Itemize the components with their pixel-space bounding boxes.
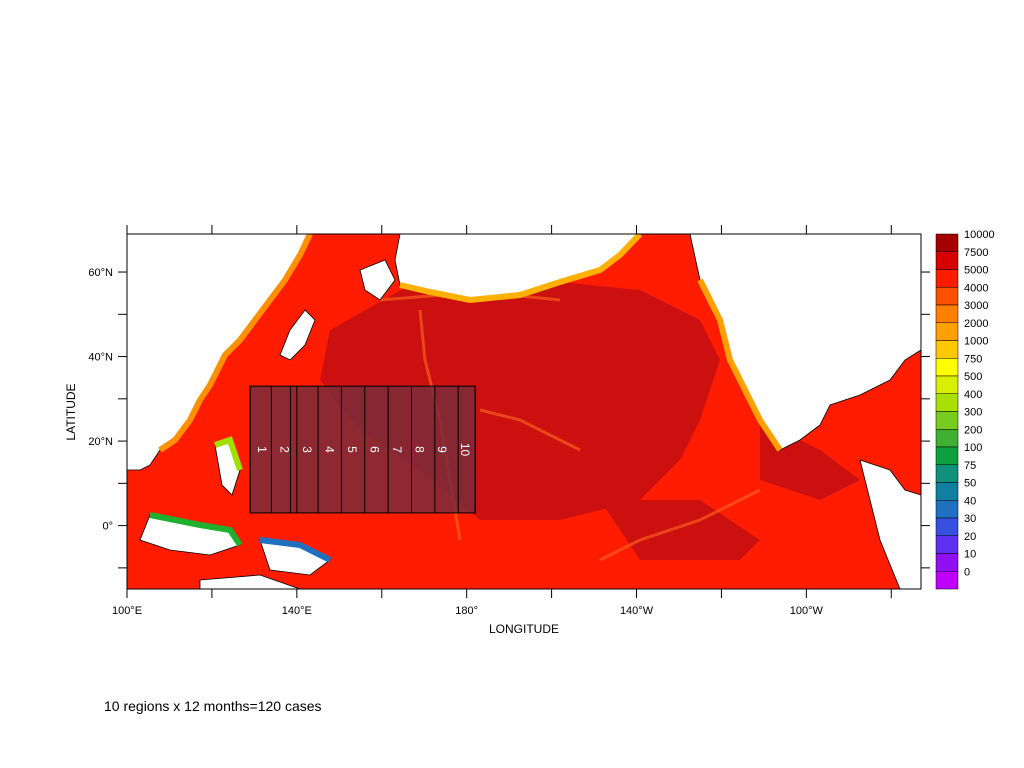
figure-caption: 10 regions x 12 months=120 cases: [104, 698, 322, 714]
legend-label: 40: [964, 495, 976, 507]
legend-label: 300: [964, 407, 982, 419]
x-tick-label: 180°: [455, 605, 478, 617]
y-tick-label: 40°N: [88, 352, 113, 364]
legend-label: 200: [964, 424, 982, 436]
x-tick-label: 140°E: [282, 605, 312, 617]
legend-swatch: [935, 553, 959, 572]
legend-swatch: [935, 429, 959, 448]
legend-label: 30: [964, 513, 976, 525]
legend-swatch: [935, 411, 959, 430]
legend-swatch: [935, 517, 959, 536]
region-box-outline: [249, 385, 476, 514]
y-axis-title: LATITUDE: [64, 383, 78, 440]
legend-swatch: [935, 322, 959, 341]
legend-label: 10000: [964, 229, 995, 241]
legend-label: 100: [964, 442, 982, 454]
legend-swatch: [935, 393, 959, 412]
legend-label: 2000: [964, 318, 988, 330]
region-label: 5: [345, 446, 359, 453]
map-plot-area: 1 2 3 4 5 6 7 8 9 10: [127, 234, 921, 589]
x-tick-label: 100°W: [790, 605, 824, 617]
region-label: 1: [255, 446, 269, 453]
central-america-land: [859, 459, 921, 589]
legend-swatch: [935, 287, 959, 306]
x-axis-title: LONGITUDE: [489, 622, 559, 636]
legend-swatch: [935, 358, 959, 377]
legend-swatch: [935, 464, 959, 483]
region-label: 2: [278, 446, 292, 453]
region-label: 9: [435, 446, 449, 453]
plot-frame: [126, 233, 922, 590]
legend-swatch: [935, 375, 959, 394]
region-box-fill: [250, 386, 476, 513]
legend-swatch: [935, 535, 959, 554]
y-tick-label: 60°N: [88, 267, 113, 279]
kamchatka-land: [359, 259, 396, 301]
x-axis-ticks: 100°E 140°E 180° 140°W 100°W: [112, 225, 892, 617]
legend-swatch: [935, 446, 959, 465]
legend-swatch: [935, 233, 959, 252]
japan-land: [279, 309, 316, 361]
region-label: 8: [413, 446, 427, 453]
legend-label: 4000: [964, 282, 988, 294]
legend-label: 7500: [964, 247, 988, 259]
region-label: 4: [323, 446, 337, 453]
legend-label: 0: [964, 566, 970, 578]
legend-swatch: [935, 482, 959, 501]
legend-label: 50: [964, 478, 976, 490]
region-label: 7: [390, 446, 404, 453]
region-label: 6: [368, 446, 382, 453]
color-legend: 1000075005000400030002000100075050040030…: [935, 229, 995, 590]
x-tick-label: 100°E: [112, 605, 142, 617]
legend-swatch: [935, 571, 959, 590]
legend-swatch: [935, 304, 959, 323]
legend-label: 75: [964, 460, 976, 472]
legend-label: 1000: [964, 336, 988, 348]
region-label: 10: [458, 443, 472, 457]
coastal-shelves: [149, 234, 783, 563]
legend-label: 10: [964, 549, 976, 561]
legend-swatch: [935, 340, 959, 359]
land-masses: [127, 234, 921, 589]
y-axis-ticks: 60°N 40°N 20°N 0°: [88, 267, 930, 569]
legend-label: 5000: [964, 265, 988, 277]
australia-land: [199, 574, 301, 589]
legend-label: 3000: [964, 300, 988, 312]
legend-swatch: [935, 269, 959, 288]
legend-label: 20: [964, 531, 976, 543]
x-tick-label: 140°W: [620, 605, 654, 617]
legend-swatch: [935, 251, 959, 270]
legend-swatch: [935, 500, 959, 519]
legend-label: 400: [964, 389, 982, 401]
legend-label: 750: [964, 353, 982, 365]
study-regions: 1 2 3 4 5 6 7 8 9 10: [249, 385, 476, 514]
y-tick-label: 20°N: [88, 436, 113, 448]
region-label: 3: [300, 446, 314, 453]
legend-label: 500: [964, 371, 982, 383]
y-tick-label: 0°: [102, 521, 113, 533]
